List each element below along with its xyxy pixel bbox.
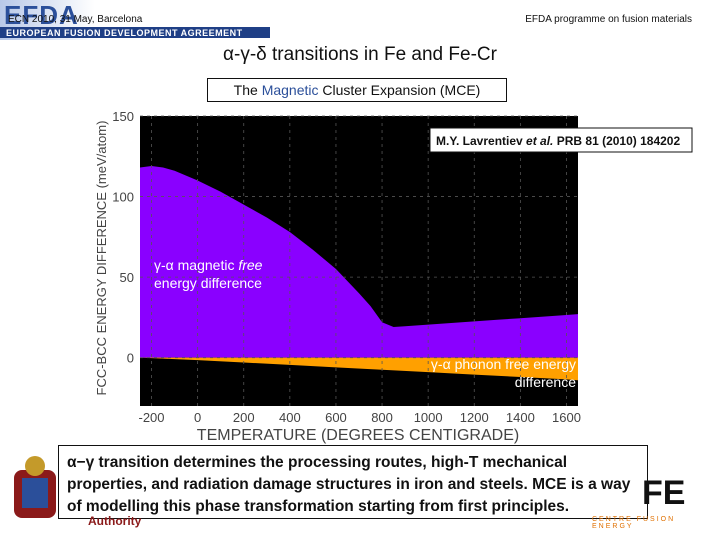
reference-box [429, 127, 693, 153]
x-tick-label: 1200 [460, 410, 489, 425]
x-tick-label: 200 [233, 410, 255, 425]
x-tick-label: 400 [279, 410, 301, 425]
subtitle-post: Cluster Expansion (MCE) [318, 82, 481, 98]
crest-emblem [14, 456, 56, 518]
reference-author: M.Y. Lavrentiev [436, 134, 526, 148]
phonon-label-line1: γ-α phonon free energy [431, 356, 576, 372]
x-tick-label: 1000 [414, 410, 443, 425]
x-tick-label: -200 [139, 410, 165, 425]
caption-box: α−γ transition determines the processing… [58, 445, 648, 519]
efda-logo: EFDA [4, 0, 79, 30]
conference-label: ECN 2010, 31 May, Barcelona [8, 14, 143, 25]
authority-label: Authority [88, 514, 142, 528]
ccfe-logo: FE [642, 474, 686, 512]
x-tick-label: 600 [325, 410, 347, 425]
subtitle-box: The Magnetic Cluster Expansion (MCE) [207, 78, 507, 102]
x-axis-label: TEMPERATURE (DEGREES CENTIGRADE) [197, 427, 519, 444]
magnetic-label: γ-α magnetic free [154, 257, 263, 273]
reference-text: M.Y. Lavrentiev et al. PRB 81 (2010) 184… [436, 134, 680, 148]
x-tick-label: 800 [371, 410, 393, 425]
header-band [0, 0, 270, 40]
reference-journal: PRB 81 (2010) 184202 [553, 134, 680, 148]
phonon-area [140, 357, 578, 381]
phonon-label-line2: difference [515, 374, 576, 390]
x-tick-label: 0 [194, 410, 201, 425]
reference-etal: et al. [526, 134, 553, 148]
y-tick-label: 100 [112, 190, 134, 205]
y-tick-label: 50 [120, 270, 134, 285]
programme-label: EFDA programme on fusion materials [525, 14, 692, 25]
y-tick-labels: 0 50 100 150 [112, 109, 134, 366]
subtitle-pre: The [233, 82, 262, 98]
magnetic-label-line2: energy difference [154, 275, 262, 291]
y-axis-label: FCC-BCC ENERGY DIFFERENCE (meV/atom) [94, 121, 109, 396]
x-tick-label: 1600 [552, 410, 581, 425]
ccfe-tagline: CENTRE FUSION ENERGY [592, 516, 676, 530]
magnetic-label-italic: free [238, 257, 262, 273]
y-tick-label: 0 [127, 351, 134, 366]
grid-lines [140, 115, 578, 406]
subtitle-accent: Magnetic [261, 82, 319, 98]
magnetic-area [140, 165, 578, 358]
x-tick-label: 1400 [506, 410, 535, 425]
slide-title: α-γ-δ transitions in Fe and Fe-Cr [223, 44, 497, 65]
x-tick-labels: -200 0 200 400 600 800 1000 1200 1400 1600 [139, 410, 581, 425]
magnetic-label-line1: γ-α magnetic [154, 257, 238, 273]
y-tick-label: 150 [112, 109, 134, 124]
efda-tagline: EUROPEAN FUSION DEVELOPMENT AGREEMENT [6, 28, 243, 38]
